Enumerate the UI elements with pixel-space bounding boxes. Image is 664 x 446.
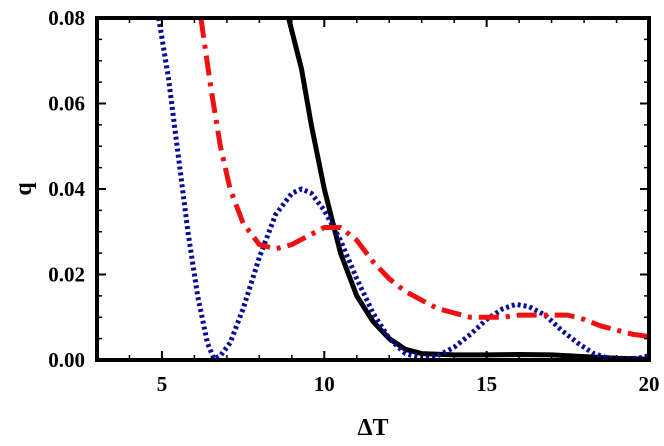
series-dashdot-line [198,18,649,339]
plot-frame [95,16,651,362]
y-tick-label: 0.08 [48,6,85,30]
y-tick-label: 0.04 [48,177,85,201]
ticks-layer: 5 10 15 20 0.00 0.02 0.04 0.06 0.08 [48,6,659,396]
y-tick-label: 0.02 [48,263,85,287]
x-tick-label: 15 [476,372,497,396]
y-axis-title: q [11,182,37,196]
x-axis-title: ΔT [357,415,388,441]
y-tick-label: 0.00 [48,348,85,372]
y-tick-label: 0.06 [48,92,85,116]
x-tick-label: 20 [639,372,660,396]
series-dotted-line [156,18,649,360]
series-layer [156,18,649,360]
x-tick-label: 5 [157,372,168,396]
x-tick-label: 10 [314,372,335,396]
series-solid-line [286,18,649,360]
